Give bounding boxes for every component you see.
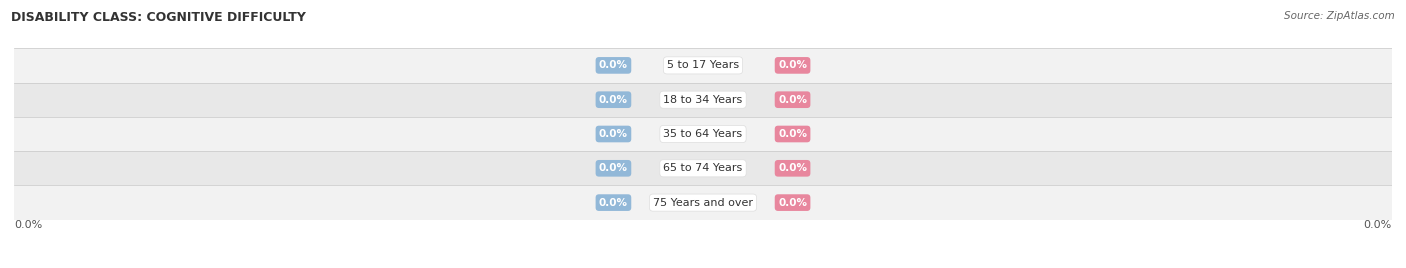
Text: 0.0%: 0.0% [778, 163, 807, 173]
Text: 18 to 34 Years: 18 to 34 Years [664, 95, 742, 105]
Text: 0.0%: 0.0% [599, 60, 628, 70]
Bar [14, 151, 1392, 185]
Text: DISABILITY CLASS: COGNITIVE DIFFICULTY: DISABILITY CLASS: COGNITIVE DIFFICULTY [11, 11, 307, 24]
Text: 5 to 17 Years: 5 to 17 Years [666, 60, 740, 70]
Text: 65 to 74 Years: 65 to 74 Years [664, 163, 742, 173]
Text: 75 Years and over: 75 Years and over [652, 198, 754, 208]
Text: 0.0%: 0.0% [778, 129, 807, 139]
Text: 0.0%: 0.0% [599, 95, 628, 105]
Bar [14, 48, 1392, 83]
Bar [14, 83, 1392, 117]
Text: 0.0%: 0.0% [1364, 220, 1392, 230]
Text: 0.0%: 0.0% [599, 163, 628, 173]
Text: Source: ZipAtlas.com: Source: ZipAtlas.com [1284, 11, 1395, 21]
Text: 0.0%: 0.0% [778, 60, 807, 70]
Text: 0.0%: 0.0% [599, 129, 628, 139]
Text: 0.0%: 0.0% [778, 95, 807, 105]
Text: 0.0%: 0.0% [778, 198, 807, 208]
Bar [14, 185, 1392, 220]
Text: 35 to 64 Years: 35 to 64 Years [664, 129, 742, 139]
Text: 0.0%: 0.0% [599, 198, 628, 208]
Bar [14, 117, 1392, 151]
Text: 0.0%: 0.0% [14, 220, 42, 230]
